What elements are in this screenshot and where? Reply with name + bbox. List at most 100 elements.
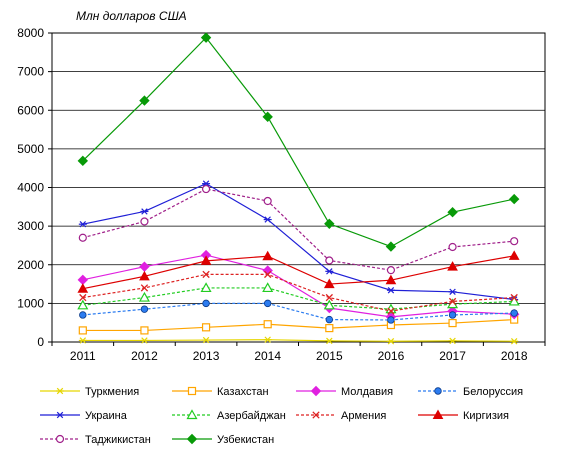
series-4-point bbox=[140, 208, 149, 215]
series-1 bbox=[78, 315, 519, 335]
y-tick-label: 3000 bbox=[17, 219, 44, 233]
series-3-line bbox=[82, 302, 515, 321]
series-7-point bbox=[262, 250, 274, 261]
series-7-point bbox=[77, 283, 89, 293]
series-0-line bbox=[82, 339, 515, 342]
series-7-point bbox=[323, 278, 335, 289]
series-5-point bbox=[508, 295, 520, 306]
series-8-point bbox=[140, 217, 149, 226]
x-tick-label: 2015 bbox=[316, 349, 343, 363]
series-2-line bbox=[82, 254, 515, 318]
series-0-point bbox=[448, 337, 457, 345]
series-7-point bbox=[385, 274, 397, 285]
legend-label: Туркмения bbox=[85, 386, 139, 398]
series-0-point bbox=[263, 336, 272, 343]
series-4-point bbox=[386, 287, 395, 294]
series-6-point bbox=[448, 297, 457, 306]
series-3-point bbox=[387, 316, 395, 324]
legend-item-8: Таджикистан bbox=[40, 434, 151, 446]
series-6-point bbox=[325, 293, 333, 302]
series-8-line bbox=[82, 188, 515, 271]
series-4-point bbox=[325, 268, 334, 275]
x-tick-label: 2011 bbox=[70, 349, 96, 363]
legend-swatch-marker bbox=[432, 409, 444, 419]
grid bbox=[51, 32, 546, 343]
series-2 bbox=[77, 249, 520, 323]
legend-swatch-marker bbox=[56, 411, 64, 419]
series-3 bbox=[79, 299, 518, 324]
y-tick-label: 1000 bbox=[17, 296, 44, 310]
series-4-line bbox=[82, 182, 515, 301]
series-0-point bbox=[202, 336, 211, 344]
legend-item-1: Казахстан bbox=[172, 386, 269, 398]
series-0 bbox=[78, 336, 519, 345]
series-7-point bbox=[508, 250, 520, 260]
legend-swatch-marker bbox=[310, 385, 322, 397]
series-1-point bbox=[325, 323, 334, 333]
series-9-point bbox=[508, 193, 520, 205]
legend-label: Украина bbox=[85, 410, 128, 422]
series-3-point bbox=[202, 299, 210, 308]
series-6-point bbox=[510, 293, 518, 302]
y-tick-label: 0 bbox=[37, 335, 44, 349]
series-6-line bbox=[82, 273, 515, 312]
series-8-point bbox=[510, 237, 519, 246]
unit-label: Млн долларов США bbox=[76, 9, 187, 23]
y-tick-label: 6000 bbox=[17, 103, 44, 117]
series-9-point bbox=[385, 241, 397, 252]
legend-swatch-marker bbox=[434, 387, 442, 395]
series-6-point bbox=[202, 270, 210, 279]
series-0-point bbox=[386, 338, 395, 345]
legend-label: Белоруссия bbox=[463, 386, 523, 398]
legend-label: Азербайджан bbox=[217, 410, 286, 422]
series-8-point bbox=[325, 256, 334, 265]
series-0-point bbox=[78, 337, 87, 344]
x-tick-label: 2013 bbox=[193, 349, 220, 363]
legend-item-6: Армения bbox=[296, 410, 386, 422]
y-tick-label: 7000 bbox=[17, 65, 44, 79]
series-1-line bbox=[82, 318, 515, 332]
series-7-point bbox=[200, 255, 212, 265]
series-5-point bbox=[200, 282, 212, 293]
series-1-point bbox=[201, 323, 211, 332]
series-group bbox=[77, 32, 520, 345]
series-1-point bbox=[78, 326, 87, 335]
legend-swatch-marker bbox=[186, 433, 198, 445]
legend-item-7: Киргизия bbox=[418, 409, 509, 422]
y-tick-label: 4000 bbox=[17, 181, 44, 195]
legend-item-5: Азербайджан bbox=[172, 409, 286, 422]
x-tick-label: 2018 bbox=[501, 349, 528, 363]
x-tick-label: 2014 bbox=[254, 349, 281, 363]
series-8-point bbox=[263, 196, 272, 206]
series-4-point bbox=[448, 288, 457, 296]
series-3-point bbox=[510, 309, 518, 317]
x-tick-label: 2016 bbox=[378, 349, 405, 363]
series-0-point bbox=[140, 337, 149, 344]
series-9-point bbox=[139, 95, 150, 106]
series-7-point bbox=[447, 261, 458, 271]
series-4-point bbox=[78, 220, 87, 228]
x-tick-label: 2012 bbox=[131, 349, 158, 363]
series-0-point bbox=[325, 337, 334, 345]
series-5-point bbox=[138, 291, 150, 302]
legend-item-4: Украина bbox=[40, 410, 128, 422]
x-tick-label: 2017 bbox=[439, 349, 466, 363]
series-3-point bbox=[263, 299, 272, 308]
y-tick-label: 5000 bbox=[17, 142, 44, 156]
legend-label: Казахстан bbox=[217, 386, 269, 398]
series-7-line bbox=[82, 255, 515, 290]
series-7 bbox=[77, 250, 520, 293]
series-9-point bbox=[77, 155, 89, 167]
legend-swatch-marker bbox=[56, 387, 64, 395]
series-7-point bbox=[139, 270, 150, 281]
series-8 bbox=[78, 184, 519, 275]
series-3-point bbox=[325, 315, 334, 324]
legend: Туркмения Казахстан Молдавия Белоруссия Укра… bbox=[40, 385, 523, 446]
series-5-line bbox=[82, 287, 515, 310]
series-1-point bbox=[448, 318, 457, 328]
series-9-point bbox=[262, 111, 273, 123]
series-9-line bbox=[82, 36, 515, 248]
series-3-point bbox=[140, 305, 149, 313]
series-8-point bbox=[386, 266, 396, 275]
